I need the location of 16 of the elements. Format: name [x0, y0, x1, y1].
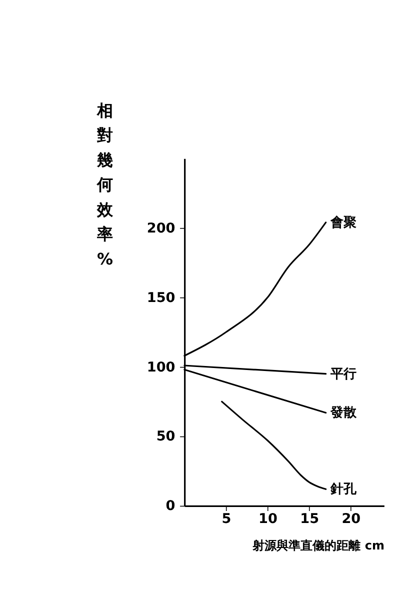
x-axis-title: 射源與準直儀的距離 cm	[252, 538, 384, 552]
series-label: 會聚	[330, 214, 357, 230]
y-tick-label: 200	[146, 220, 176, 236]
y-tick-label: 100	[146, 359, 176, 376]
y-tick-label: 50	[156, 428, 176, 445]
y-tick-label: 150	[146, 290, 176, 306]
y-tick-label: 0	[166, 498, 176, 514]
y-axis-title: 相對幾何效率%	[96, 100, 114, 268]
x-tick-label: 5	[222, 510, 232, 527]
series-label: 平行	[330, 366, 357, 382]
x-tick-label: 10	[258, 510, 278, 527]
line-series	[221, 400, 327, 490]
x-tick-label: 15	[300, 510, 320, 527]
series-label: 針孔	[330, 482, 358, 498]
series-label: 發散	[330, 406, 358, 421]
x-tick-label: 20	[342, 510, 361, 527]
